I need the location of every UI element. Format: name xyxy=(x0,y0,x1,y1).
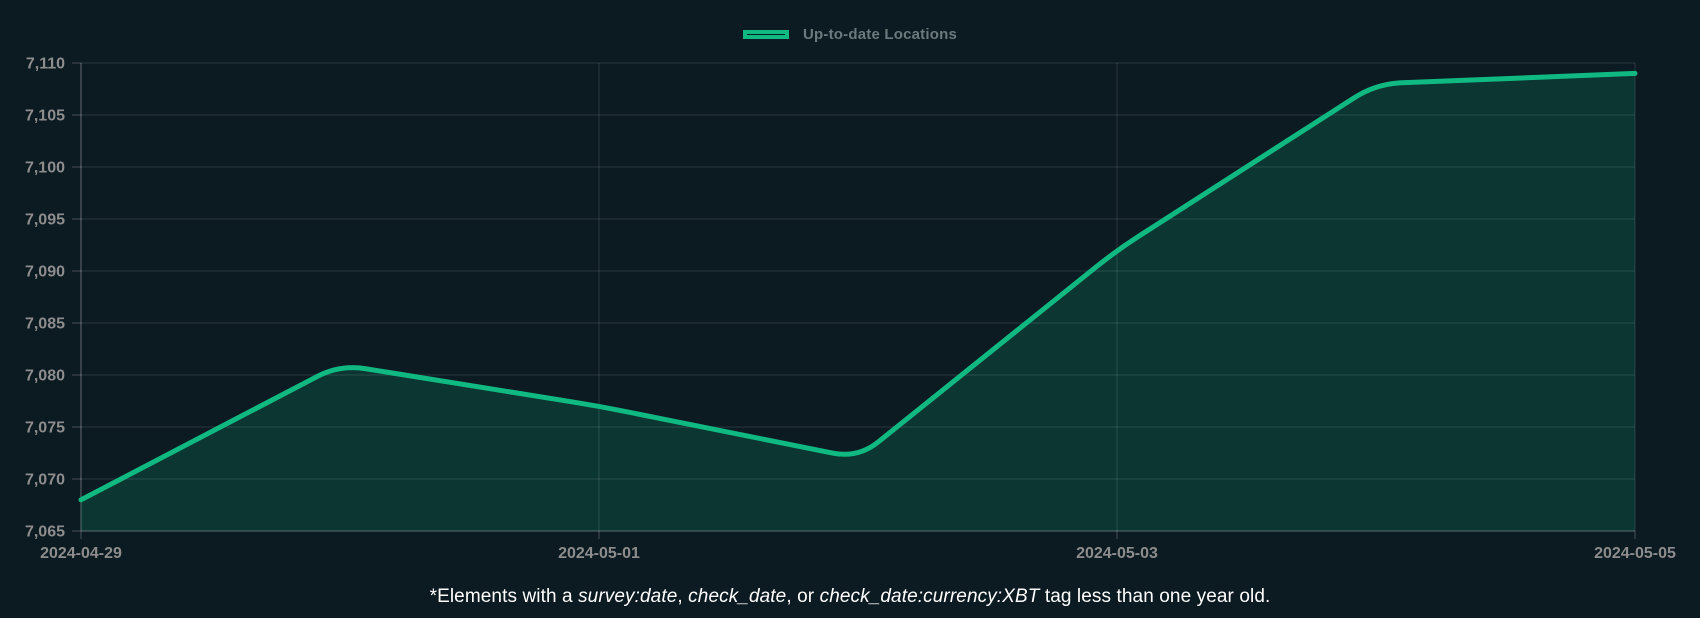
series-area-fill xyxy=(81,73,1635,531)
x-axis-label: 2024-05-03 xyxy=(1076,545,1158,562)
legend-label: Up-to-date Locations xyxy=(803,26,957,43)
footnote: *Elements with a survey:date, check_date… xyxy=(0,586,1700,608)
y-axis-label: 7,105 xyxy=(25,108,65,125)
y-axis-label: 7,080 xyxy=(25,368,65,385)
x-axis-label: 2024-05-05 xyxy=(1594,545,1676,562)
footnote-text: , xyxy=(677,586,688,607)
footnote-text: , or xyxy=(786,586,819,607)
x-axis-label: 2024-04-29 xyxy=(40,545,122,562)
y-axis-label: 7,090 xyxy=(25,264,65,281)
x-axis-label: 2024-05-01 xyxy=(558,545,640,562)
y-axis-label: 7,085 xyxy=(25,316,65,333)
footnote-text: tag less than one year old. xyxy=(1039,586,1270,607)
line-chart: 7,065 7,070 7,075 7,080 7,085 7,090 7,095 7,100… xyxy=(0,0,1700,618)
footnote-tag-check-date-currency-xbt: check_date:currency:XBT xyxy=(820,586,1040,607)
footnote-tag-check-date: check_date xyxy=(688,586,786,607)
y-axis-label: 7,095 xyxy=(25,212,65,229)
y-axis-label: 7,100 xyxy=(25,160,65,177)
y-axis-label: 7,110 xyxy=(26,56,65,73)
y-axis-label: 7,075 xyxy=(25,420,65,437)
y-axis-label: 7,070 xyxy=(25,472,65,489)
chart-panel: Up-to-date Locations 7,065 7,070 7,075 7,08… xyxy=(0,0,1700,618)
y-axis-label: 7,065 xyxy=(25,524,65,541)
footnote-tag-survey-date: survey:date xyxy=(578,586,677,607)
footnote-text: *Elements with a xyxy=(430,586,579,607)
chart-legend[interactable]: Up-to-date Locations xyxy=(0,26,1700,43)
legend-swatch-icon xyxy=(743,30,789,39)
